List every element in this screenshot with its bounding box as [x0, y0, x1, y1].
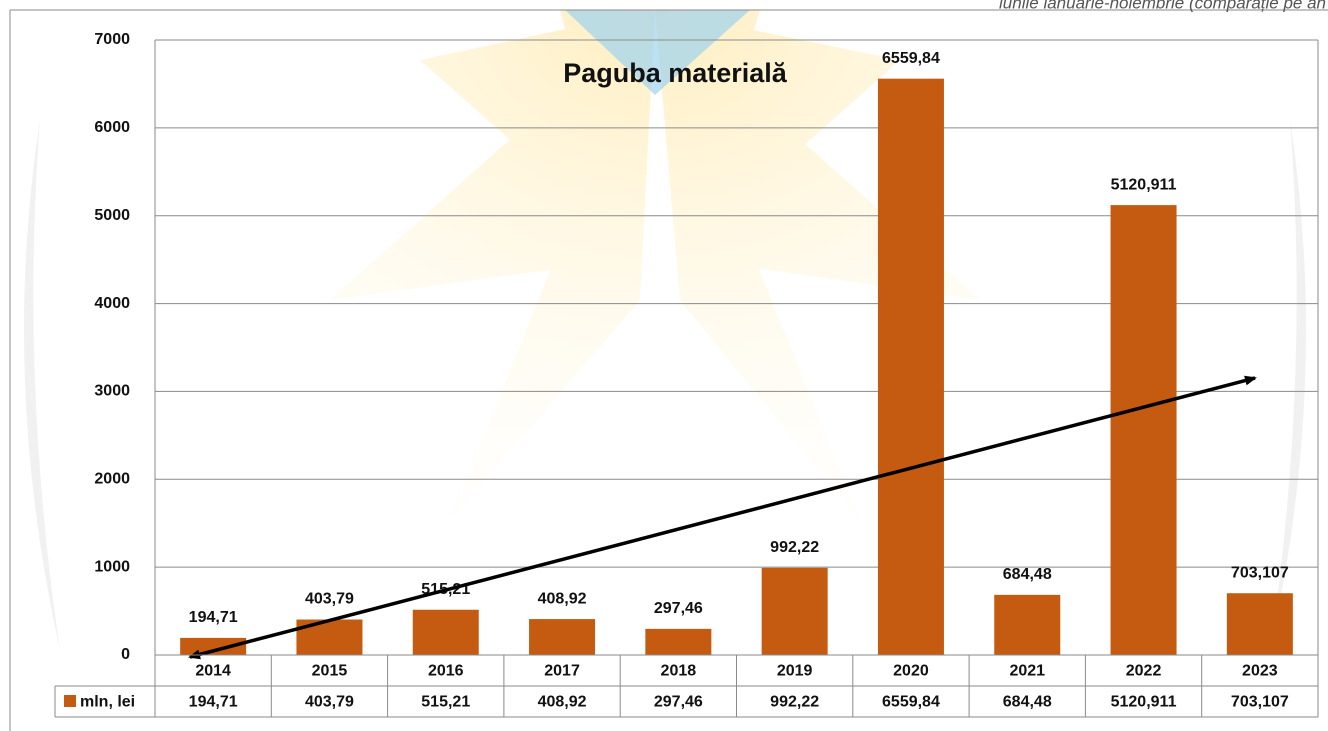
x-tick-label: 2023 [1242, 663, 1278, 680]
y-tick-label: 3000 [94, 383, 130, 400]
legend-label: mln, lei [80, 694, 135, 711]
data-label: 194,71 [189, 609, 238, 626]
data-label: 6559,84 [882, 50, 940, 67]
subtitle: lunile ianuarie-noiembrie (comparație pe… [999, 0, 1326, 12]
bar [529, 619, 596, 655]
y-tick-label: 2000 [94, 471, 130, 488]
table-value: 703,107 [1231, 694, 1289, 711]
bar [1226, 593, 1293, 655]
bar [877, 78, 944, 655]
table-value: 515,21 [421, 694, 470, 711]
y-tick-label: 5000 [94, 207, 130, 224]
x-tick-label: 2015 [312, 663, 348, 680]
data-label: 297,46 [654, 600, 703, 617]
data-label: 403,79 [305, 591, 354, 608]
x-tick-label: 2019 [777, 663, 813, 680]
table-value: 408,92 [538, 694, 587, 711]
y-tick-label: 1000 [94, 558, 130, 575]
table-value: 6559,84 [882, 694, 940, 711]
x-tick-label: 2016 [428, 663, 464, 680]
x-tick-label: 2020 [893, 663, 929, 680]
y-tick-label: 6000 [94, 119, 130, 136]
y-tick-label: 7000 [94, 31, 130, 48]
bar [412, 609, 479, 655]
chart-title: Paguba materială [563, 58, 788, 88]
x-tick-label: 2014 [195, 663, 231, 680]
table-value: 5120,911 [1111, 694, 1177, 711]
x-tick-label: 2022 [1126, 663, 1162, 680]
background-watermark [24, 10, 1306, 650]
trend-arrow [188, 375, 1257, 660]
x-tick-label: 2018 [661, 663, 697, 680]
x-tick-label: 2017 [544, 663, 580, 680]
data-table: mln, lei 194,71 403,79 515,21 408,92 297,46 99… [54, 654, 1319, 718]
table-value: 684,48 [1003, 694, 1052, 711]
table-value: 297,46 [654, 694, 703, 711]
bar [1110, 205, 1177, 656]
data-label: 408,92 [538, 590, 587, 607]
data-label: 684,48 [1003, 566, 1052, 583]
bar [994, 594, 1061, 655]
bar [761, 567, 828, 655]
table-value: 194,71 [189, 694, 238, 711]
table-value: 403,79 [305, 694, 354, 711]
y-tick-label: 0 [121, 646, 130, 663]
bar [645, 628, 712, 655]
data-label: 992,22 [770, 539, 819, 556]
legend-key [64, 695, 76, 707]
data-label: 5120,911 [1111, 176, 1177, 193]
data-label: 703,107 [1231, 564, 1289, 581]
x-tick-label: 2021 [1009, 663, 1045, 680]
table-value: 992,22 [770, 694, 819, 711]
y-tick-label: 4000 [94, 295, 130, 312]
